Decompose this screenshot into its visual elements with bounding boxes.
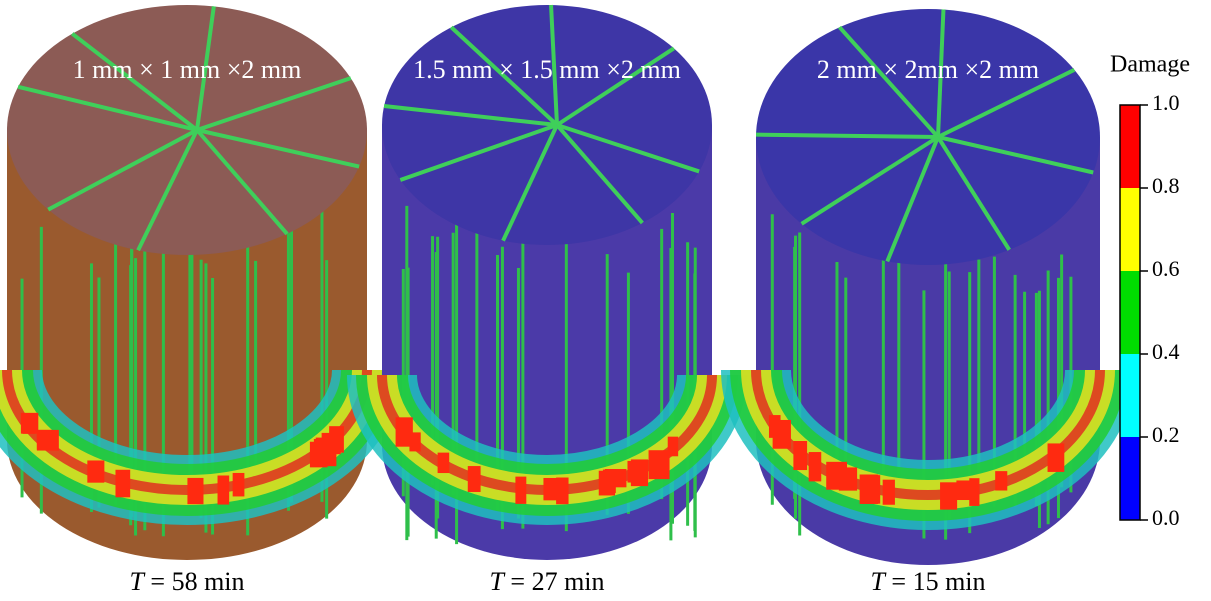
cylinder bbox=[7, 5, 367, 560]
damage-spot bbox=[649, 450, 670, 479]
damage-spot bbox=[438, 453, 450, 473]
colorbar-segment bbox=[1120, 437, 1140, 520]
cylinder-top bbox=[7, 5, 367, 255]
colorbar-segment bbox=[1120, 271, 1140, 354]
damage-spot bbox=[956, 480, 975, 500]
damage-spot bbox=[187, 478, 203, 504]
colorbar-tick-label: 0.2 bbox=[1152, 422, 1180, 447]
time-label: T = 15 min bbox=[870, 567, 985, 596]
time-label: T = 27 min bbox=[489, 567, 604, 596]
cylinder bbox=[756, 9, 1100, 565]
damage-spot bbox=[218, 476, 230, 505]
damage-spot bbox=[396, 417, 413, 446]
damage-spot bbox=[809, 452, 822, 481]
damage-spot bbox=[115, 470, 130, 498]
damage-spot bbox=[603, 470, 616, 493]
crack bbox=[756, 135, 938, 137]
colorbar-segment bbox=[1120, 105, 1140, 188]
damage-spot bbox=[940, 482, 957, 509]
damage-spot bbox=[37, 430, 59, 451]
damage-spot bbox=[21, 413, 38, 434]
damage-spot bbox=[233, 473, 245, 496]
time-value: = 15 min bbox=[885, 567, 986, 596]
damage-spot bbox=[631, 459, 648, 486]
damage-spot bbox=[87, 460, 104, 482]
mesh-label: 2 mm × 2mm ×2 mm bbox=[817, 55, 1039, 84]
colorbar-title: Damage bbox=[1110, 52, 1190, 78]
colorbar-tick-label: 0.0 bbox=[1152, 505, 1180, 530]
colorbar-tick-label: 0.4 bbox=[1152, 339, 1180, 364]
cylinder bbox=[382, 5, 712, 560]
colorbar-tick-label: 0.8 bbox=[1152, 173, 1180, 198]
damage-spot bbox=[860, 474, 879, 503]
time-label: T = 58 min bbox=[129, 567, 244, 596]
damage-spot bbox=[995, 471, 1007, 490]
damage-spot bbox=[793, 441, 807, 470]
damage-spot bbox=[826, 462, 847, 490]
damage-spot bbox=[668, 437, 678, 457]
colorbar-segment bbox=[1120, 188, 1140, 271]
damage-spot bbox=[773, 420, 791, 449]
mesh-label: 1.5 mm × 1.5 mm ×2 mm bbox=[413, 55, 681, 84]
time-value: = 27 min bbox=[504, 567, 605, 596]
damage-spot bbox=[1048, 443, 1065, 471]
damage-spot bbox=[515, 477, 526, 504]
damage-spot bbox=[468, 466, 481, 492]
damage-spot bbox=[556, 478, 568, 505]
damage-spot bbox=[883, 480, 895, 505]
colorbar-tick-label: 1.0 bbox=[1152, 90, 1180, 115]
time-value: = 58 min bbox=[144, 567, 245, 596]
colorbar-tick-label: 0.6 bbox=[1152, 256, 1180, 281]
figure: Damage 1 mm × 1 mm ×2 mm T = 58 min 1.5 mm… bbox=[0, 0, 1211, 601]
mesh-label: 1 mm × 1 mm ×2 mm bbox=[73, 55, 302, 84]
colorbar-segment bbox=[1120, 354, 1140, 437]
damage-spot bbox=[322, 433, 341, 454]
